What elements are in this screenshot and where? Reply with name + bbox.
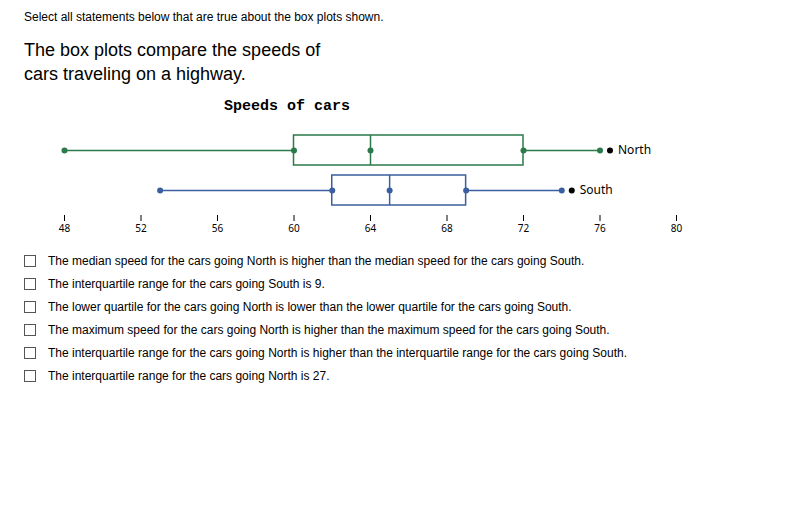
html-text:The interquartile range for th: The interquartile range for the cars goi… [48, 346, 627, 360]
html-text:The interquartile range for th: The interquartile range for the cars goi… [48, 369, 330, 383]
svg-text:56: 56 [212, 221, 224, 235]
svg-text:48: 48 [59, 221, 71, 235]
svg-text:52: 52 [135, 221, 147, 235]
html-text:The median speed for the cars: The median speed for the cars going Nort… [48, 254, 585, 268]
svg-text:64: 64 [365, 221, 377, 235]
html-text:The maximum speed for the cars: The maximum speed for the cars going Nor… [48, 323, 610, 337]
svg-text:South: South [580, 181, 613, 198]
html-text:The interquartile range for th: The interquartile range for the cars goi… [48, 277, 325, 291]
svg-text:North: North [618, 141, 651, 158]
svg-text:76: 76 [594, 221, 606, 235]
svg-text:60: 60 [288, 221, 300, 235]
svg-text:72: 72 [518, 221, 530, 235]
html-text:cars traveling on a highway.: cars traveling on a highway. [24, 64, 246, 84]
html-text:The box plots compare the spee: The box plots compare the speeds of [24, 40, 321, 60]
html-text:Speeds of cars: Speeds of cars [224, 98, 350, 115]
svg-text:80: 80 [671, 221, 683, 235]
svg-text:68: 68 [441, 221, 453, 235]
html-text:The lower quartile for the car: The lower quartile for the cars going No… [48, 300, 572, 314]
html-text:Select all statements below th: Select all statements below that are tru… [24, 10, 384, 24]
